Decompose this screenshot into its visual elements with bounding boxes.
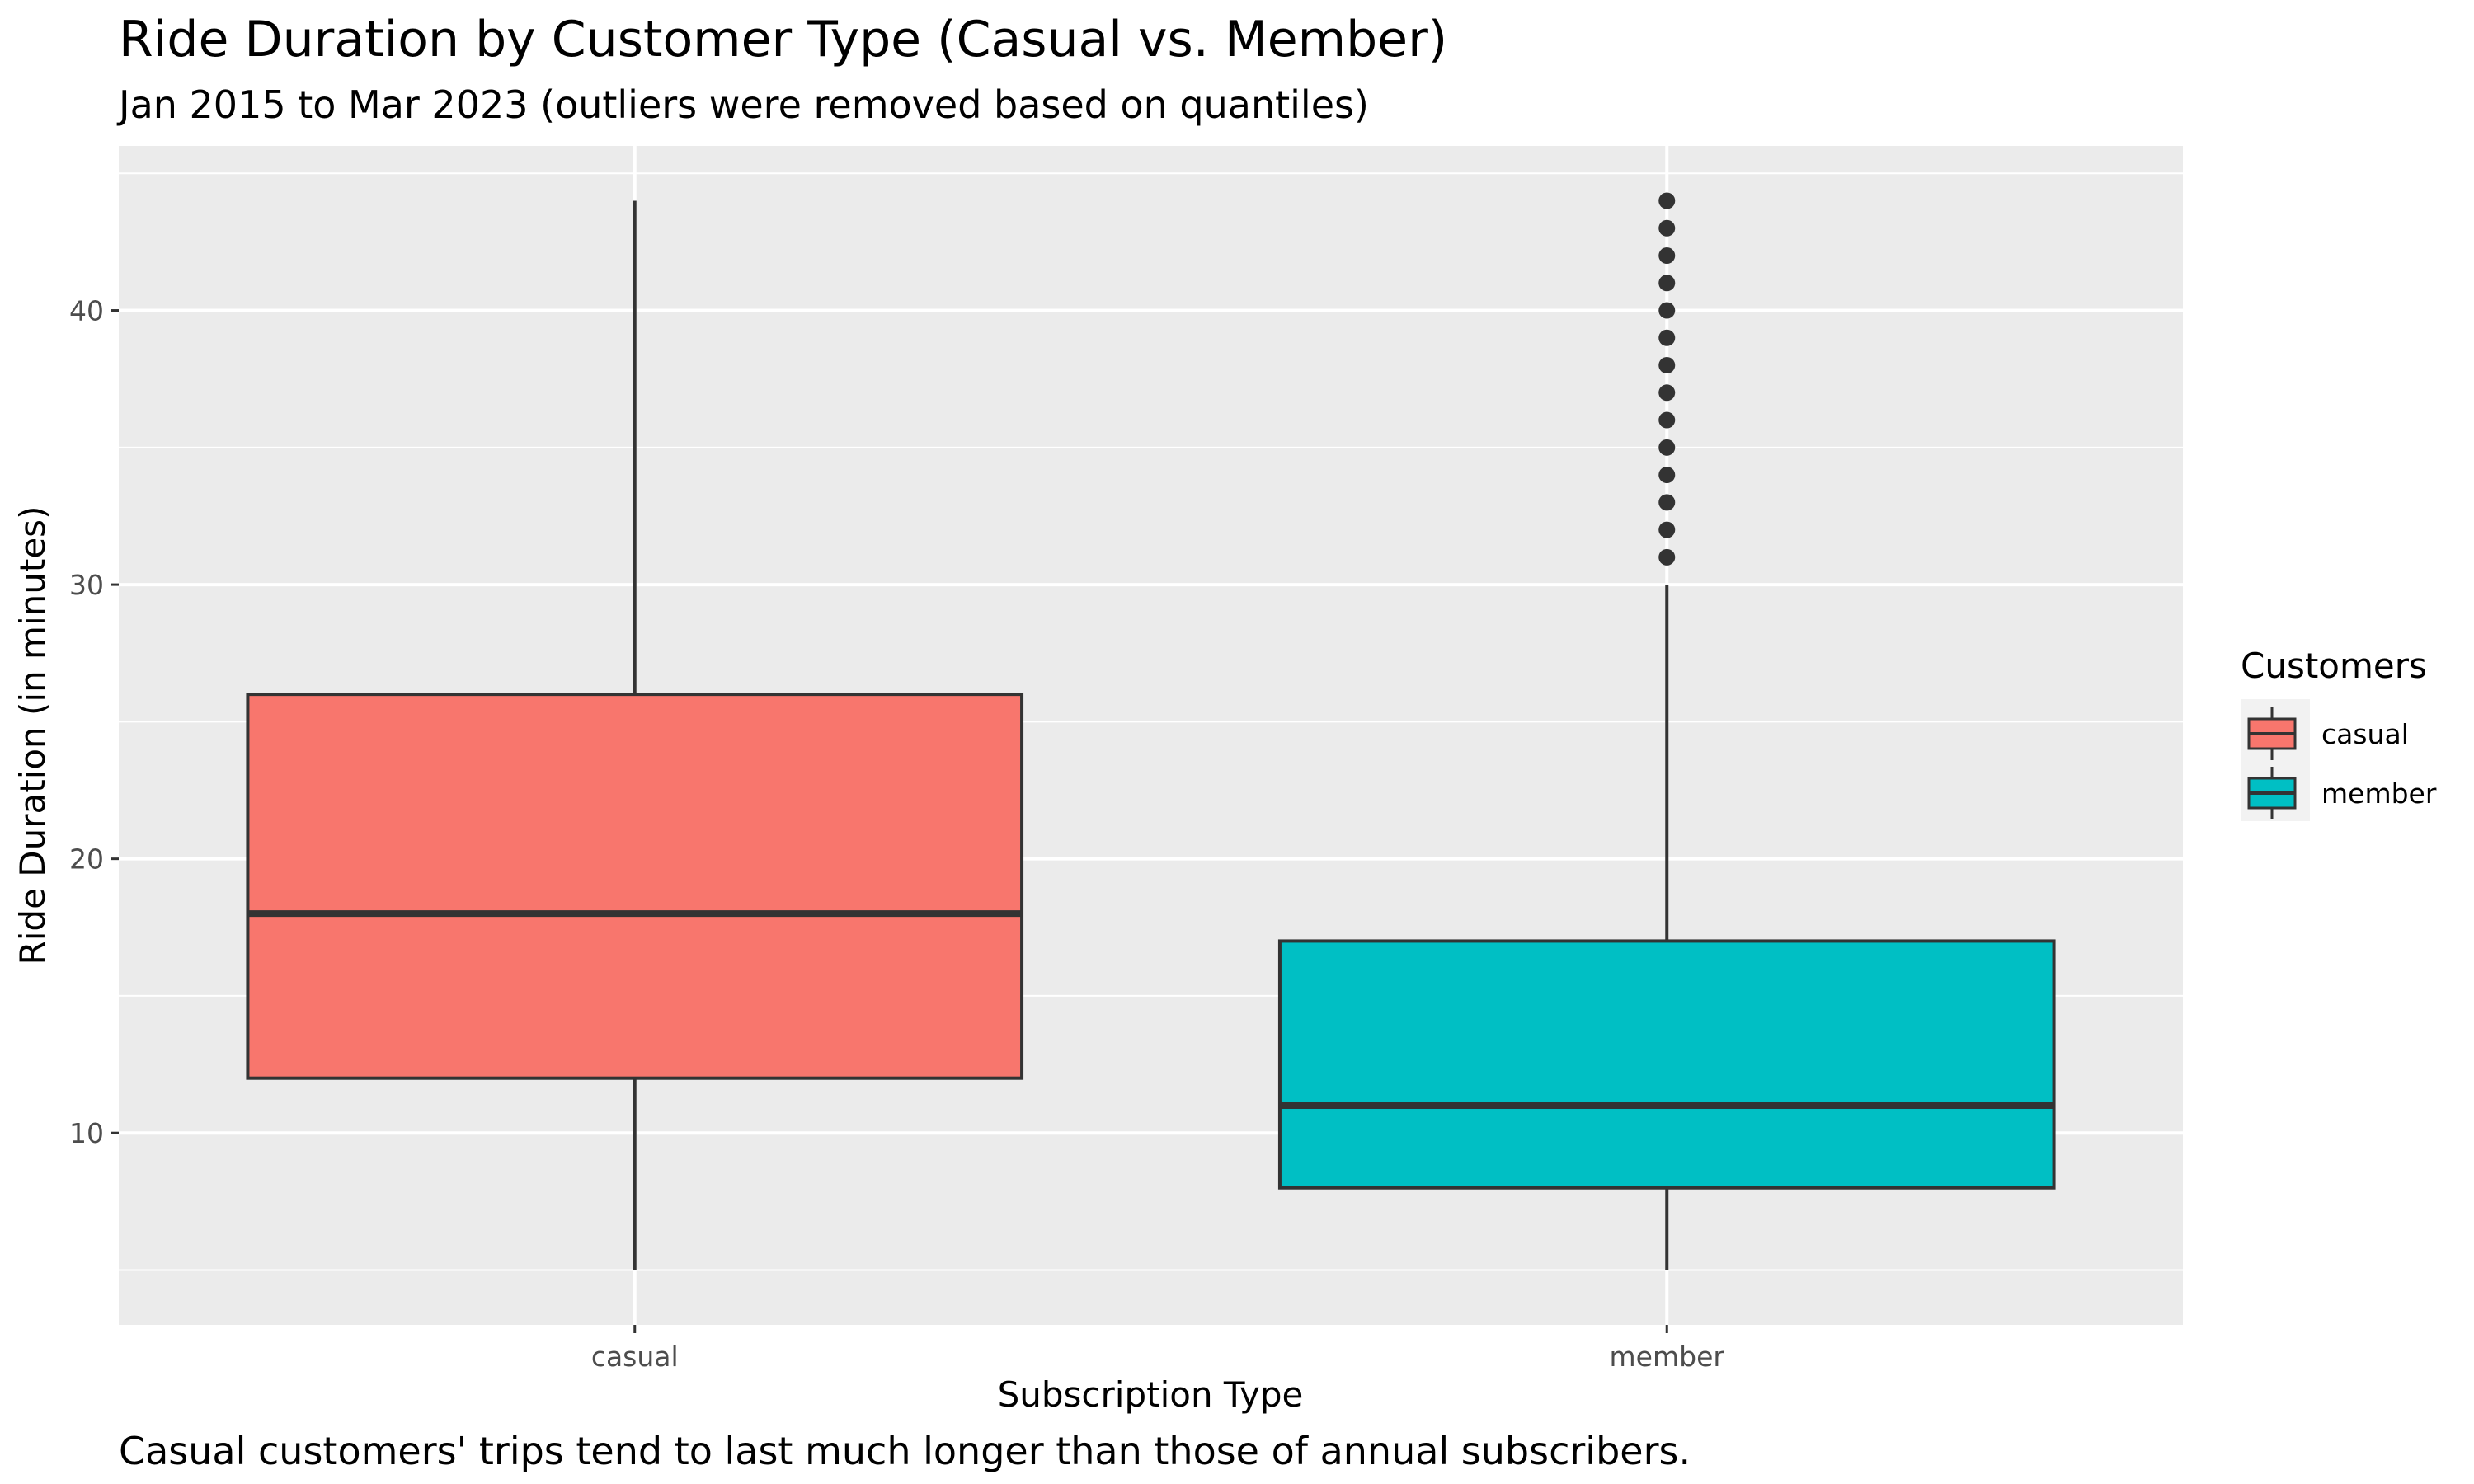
y-tick-label: 30	[69, 569, 104, 601]
outlier-point	[1658, 329, 1676, 346]
outlier-point	[1658, 439, 1676, 456]
outlier-point	[1658, 275, 1676, 292]
boxplot-casual	[246, 200, 1024, 1270]
outlier-point	[1658, 302, 1676, 319]
x-axis: casual member	[591, 1325, 1725, 1373]
chart-caption: Casual customers' trips tend to last muc…	[119, 1429, 1691, 1473]
legend-title: Customers	[2241, 646, 2427, 686]
outlier-point	[1658, 467, 1676, 484]
y-axis: 10 20 30 40	[69, 295, 119, 1149]
box-member	[1277, 939, 2056, 1190]
chart-subtitle: Jan 2015 to Mar 2023 (outliers were remo…	[116, 82, 1369, 127]
y-tick-label: 20	[69, 843, 104, 876]
outlier-point	[1658, 521, 1676, 538]
chart-title: Ride Duration by Customer Type (Casual v…	[119, 11, 1447, 68]
y-tick-label: 40	[69, 295, 104, 327]
outlier-point	[1658, 411, 1676, 429]
legend-item-casual: casual	[2247, 707, 2409, 760]
legend-item-member: member	[2247, 767, 2437, 819]
x-axis-title: Subscription Type	[998, 1374, 1304, 1415]
y-tick-label: 10	[69, 1117, 104, 1149]
x-tick-label: casual	[591, 1341, 679, 1373]
outlier-point	[1658, 548, 1676, 566]
outlier-point	[1658, 384, 1676, 402]
outlier-point	[1658, 192, 1676, 209]
boxes	[246, 192, 2056, 1270]
boxplot-member	[1277, 192, 2056, 1270]
outlier-point	[1658, 219, 1676, 237]
y-axis-title: Ride Duration (in minutes)	[12, 506, 53, 965]
outlier-point	[1658, 247, 1676, 265]
x-tick-label: member	[1610, 1341, 1725, 1373]
outlier-point	[1658, 494, 1676, 511]
outlier-point	[1658, 357, 1676, 374]
legend-label: casual	[2321, 718, 2409, 750]
box-casual	[246, 693, 1024, 1080]
legend-label: member	[2321, 777, 2437, 810]
legend: Customers casual member	[2241, 646, 2437, 821]
